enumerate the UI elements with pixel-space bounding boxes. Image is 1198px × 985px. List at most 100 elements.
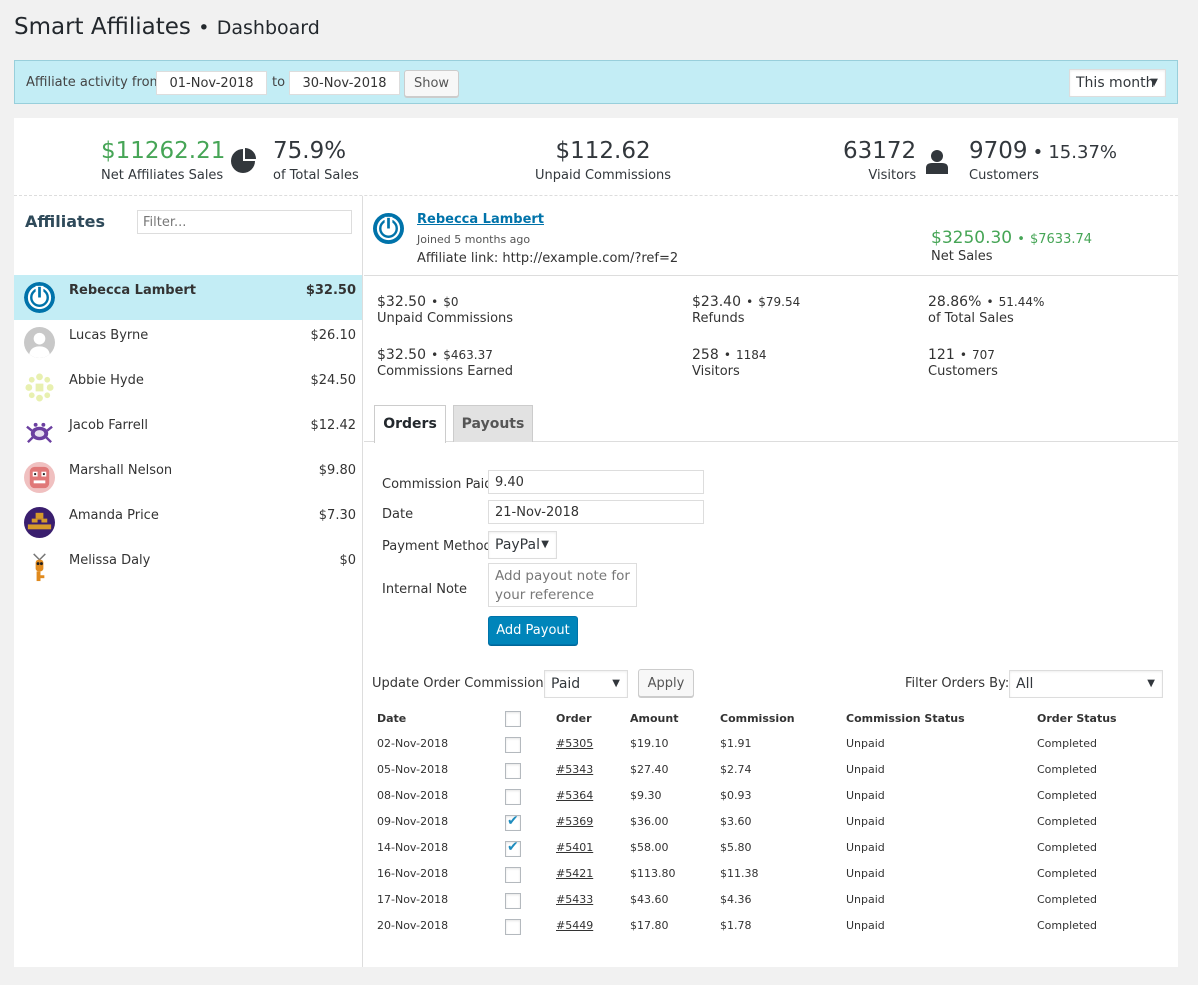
order-link[interactable]: #5449 [556, 919, 594, 932]
avatar-retro-icon [24, 507, 55, 538]
order-date: 14-Nov-2018 [377, 841, 449, 854]
stat-pct-total-sales: 28.86% • 51.44% of Total Sales [928, 291, 1044, 326]
avatar-identicon-icon [24, 372, 55, 403]
table-row: 17-Nov-2018 #5433 $43.60 $4.36 Unpaid Co… [364, 888, 1178, 914]
date-to-input[interactable] [289, 71, 400, 95]
affiliate-filter-input[interactable] [137, 210, 352, 234]
row-checkbox[interactable]: ✔ [505, 813, 521, 831]
affiliate-item-melissa-daly[interactable]: Melissa Daly $0 [14, 545, 362, 590]
order-date: 16-Nov-2018 [377, 867, 449, 880]
row-checkbox[interactable] [505, 919, 521, 935]
affiliate-name-link[interactable]: Rebecca Lambert [417, 212, 545, 227]
stat-label: Refunds [692, 311, 745, 326]
order-commission: $1.78 [720, 919, 752, 932]
internal-note-textarea[interactable] [488, 563, 637, 607]
order-link[interactable]: #5433 [556, 893, 594, 906]
apply-button[interactable]: Apply [638, 669, 694, 697]
period-select[interactable]: This month ▼ [1069, 69, 1166, 97]
kpi-net-sales-label: Net Affiliates Sales [101, 168, 224, 183]
order-date: 20-Nov-2018 [377, 919, 449, 932]
affiliate-name: Lucas Byrne [69, 328, 149, 343]
page-subtitle: Dashboard [216, 17, 320, 39]
page-title: Smart Affiliates • Dashboard [14, 14, 320, 40]
net-sales-value: $3250.30 [931, 228, 1013, 248]
stat-label: Commissions Earned [377, 364, 514, 379]
stat-visitors: 258 • 1184 Visitors [692, 344, 767, 379]
kpi-unpaid-label: Unpaid Commissions [535, 168, 672, 183]
tabs-baseline [364, 441, 1178, 442]
tab-payouts[interactable]: Payouts [453, 405, 533, 442]
order-amount: $17.80 [630, 919, 669, 932]
order-link[interactable]: #5343 [556, 763, 594, 776]
show-button[interactable]: Show [404, 70, 459, 97]
row-checkbox[interactable] [505, 737, 521, 753]
tab-orders[interactable]: Orders [374, 405, 446, 443]
order-status: Completed [1037, 867, 1097, 880]
kpi-net-sales-value: $11262.21 [101, 138, 226, 164]
row-checkbox[interactable] [505, 789, 521, 805]
affiliate-item-marshall-nelson[interactable]: Marshall Nelson $9.80 [14, 455, 362, 500]
date-from-input[interactable] [156, 71, 267, 95]
chevron-down-icon: ▼ [541, 539, 549, 550]
row-checkbox[interactable] [505, 893, 521, 909]
order-date: 17-Nov-2018 [377, 893, 449, 906]
row-checkbox[interactable] [505, 763, 521, 779]
order-link[interactable]: #5305 [556, 737, 594, 750]
stat-value: $23.40 [692, 294, 741, 310]
payment-method-select[interactable]: PayPal ▼ [488, 531, 557, 559]
order-commission: $4.36 [720, 893, 752, 906]
affiliate-item-jacob-farrell[interactable]: Jacob Farrell $12.42 [14, 410, 362, 455]
stat-value: 28.86% [928, 294, 982, 310]
stat-value: $32.50 [377, 347, 426, 363]
kpi-divider [14, 195, 1178, 196]
order-commission: $2.74 [720, 763, 752, 776]
order-commission: $5.80 [720, 841, 752, 854]
payout-date-input[interactable] [488, 500, 704, 524]
order-link[interactable]: #5401 [556, 841, 594, 854]
filter-orders-value: All [1016, 676, 1034, 692]
kpi-visitors-value: 63172 [843, 138, 917, 164]
avatar-wavatar-icon [24, 552, 55, 583]
order-commission: $11.38 [720, 867, 759, 880]
row-checkbox[interactable] [505, 867, 521, 883]
payment-method-label: Payment Method [382, 539, 492, 554]
affiliate-item-abbie-hyde[interactable]: Abbie Hyde $24.50 [14, 365, 362, 410]
kpi-pct-total-value: 75.9% [273, 138, 347, 164]
kpi-customers-value: 9709 [969, 138, 1028, 164]
commission-status: Unpaid [846, 867, 885, 880]
kpi-visitors-label: Visitors [868, 168, 917, 183]
affiliate-item-amanda-price[interactable]: Amanda Price $7.30 [14, 500, 362, 545]
kpi-customers-separator: • [1032, 142, 1044, 163]
order-amount: $19.10 [630, 737, 669, 750]
internal-note-label: Internal Note [382, 582, 468, 597]
affiliate-name: Amanda Price [69, 508, 159, 523]
avatar-crab-icon [24, 417, 55, 448]
stat-separator: • [959, 348, 967, 362]
order-status: Completed [1037, 789, 1097, 802]
stat-label: of Total Sales [928, 311, 1014, 326]
table-row: 14-Nov-2018 ✔ #5401 $58.00 $5.80 Unpaid … [364, 836, 1178, 862]
commission-status: Unpaid [846, 919, 885, 932]
net-sales-separator: • [1017, 232, 1025, 247]
affiliate-item-lucas-byrne[interactable]: Lucas Byrne $26.10 [14, 320, 362, 365]
update-commissions-select[interactable]: Paid ▼ [544, 670, 628, 698]
order-link[interactable]: #5364 [556, 789, 594, 802]
col-header-commission-status: Commission Status [846, 712, 965, 725]
commission-paid-input[interactable] [488, 470, 704, 494]
row-checkbox[interactable]: ✔ [505, 839, 521, 857]
select-all-checkbox[interactable] [505, 711, 521, 727]
detail-divider [364, 275, 1178, 276]
order-link[interactable]: #5369 [556, 815, 594, 828]
order-status: Completed [1037, 893, 1097, 906]
filter-orders-select[interactable]: All ▼ [1009, 670, 1163, 698]
checkmark-icon: ✔ [507, 839, 519, 855]
stat-label: Visitors [692, 364, 740, 379]
order-link[interactable]: #5421 [556, 867, 594, 880]
pie-chart-icon [231, 148, 256, 173]
stat-refunds: $23.40 • $79.54 Refunds [692, 291, 800, 326]
stat-separator: • [431, 295, 439, 309]
affiliate-item-rebecca-lambert[interactable]: Rebecca Lambert $32.50 [14, 275, 362, 320]
affiliate-detail: Rebecca Lambert Joined 5 months ago Affi… [364, 196, 1178, 967]
add-payout-button[interactable]: Add Payout [488, 616, 578, 645]
stat-separator: • [986, 295, 994, 309]
